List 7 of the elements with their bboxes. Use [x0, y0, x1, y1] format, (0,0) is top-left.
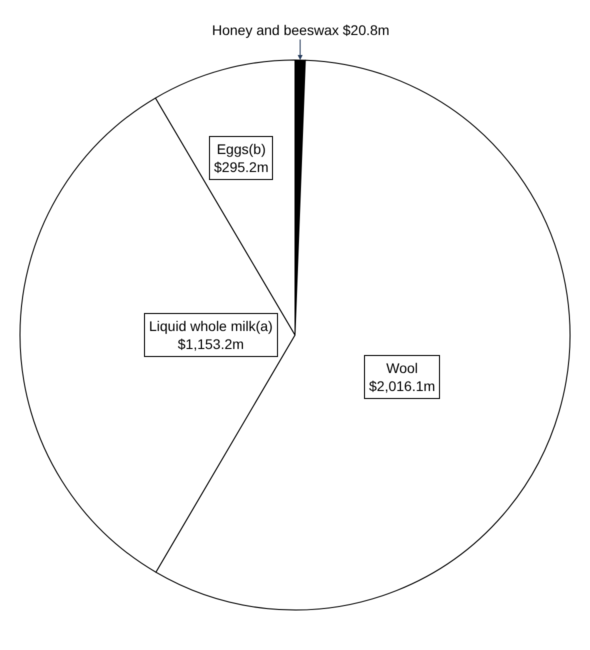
data-label: $2,016.1m [369, 378, 436, 394]
slice-label: Liquid whole milk(a) [149, 318, 273, 334]
data-label: $1,153.2m [178, 336, 244, 352]
slice-label: Honey and beeswax $20.8m [212, 22, 390, 38]
slice-label: Wool [386, 360, 418, 376]
data-label: $295.2m [214, 159, 268, 176]
slice-label: Eggs(b) [216, 141, 266, 157]
